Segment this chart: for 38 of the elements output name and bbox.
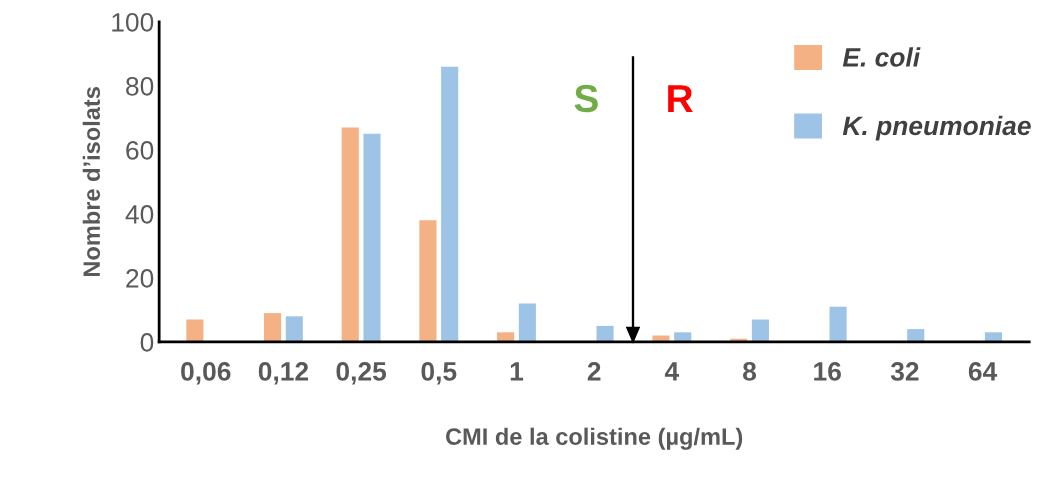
x-tick-label: 64 xyxy=(968,362,998,381)
x-tick-label: 2 xyxy=(587,362,601,381)
x-tick-label: 0,12 xyxy=(258,362,309,385)
bar xyxy=(518,303,536,342)
x-tick-label: 0,06 xyxy=(181,362,231,385)
x-tick-label: 32 xyxy=(890,362,919,381)
bar xyxy=(907,329,925,342)
x-tick-label: 0,5 xyxy=(421,362,457,385)
x-tick-label: 16 xyxy=(814,362,841,381)
y-axis-title: Nombre d’isolats xyxy=(82,87,101,277)
bar xyxy=(751,319,769,342)
y-tick-label: 40 xyxy=(125,205,154,224)
annotation: R xyxy=(668,85,693,112)
annotation: S xyxy=(574,84,598,113)
bar xyxy=(419,220,437,342)
legend-label: K. pneumoniae xyxy=(842,115,1031,141)
bar xyxy=(441,66,459,342)
x-tick-label: 0,25 xyxy=(336,362,387,385)
bar xyxy=(829,306,847,342)
bar xyxy=(596,325,614,342)
bar xyxy=(674,332,692,342)
y-tick-label: 100 xyxy=(112,12,154,32)
bar xyxy=(497,332,515,342)
y-tick-label: 80 xyxy=(126,76,154,96)
x-axis-title: CMI de la colistine (µg/mL) xyxy=(446,427,743,450)
x-tick-label: 1 xyxy=(510,362,524,381)
x-tick-label: 4 xyxy=(664,362,680,381)
bar xyxy=(363,133,381,342)
bar xyxy=(984,332,1002,342)
x-tick-label: 8 xyxy=(743,362,757,381)
bar xyxy=(186,319,204,342)
bar xyxy=(285,316,303,342)
bar xyxy=(341,127,359,342)
y-tick-label: 60 xyxy=(126,141,154,160)
bar xyxy=(264,313,282,342)
y-tick-label: 20 xyxy=(126,269,154,288)
legend-label: E. coli xyxy=(842,47,921,67)
y-tick-label: 0 xyxy=(140,333,154,352)
